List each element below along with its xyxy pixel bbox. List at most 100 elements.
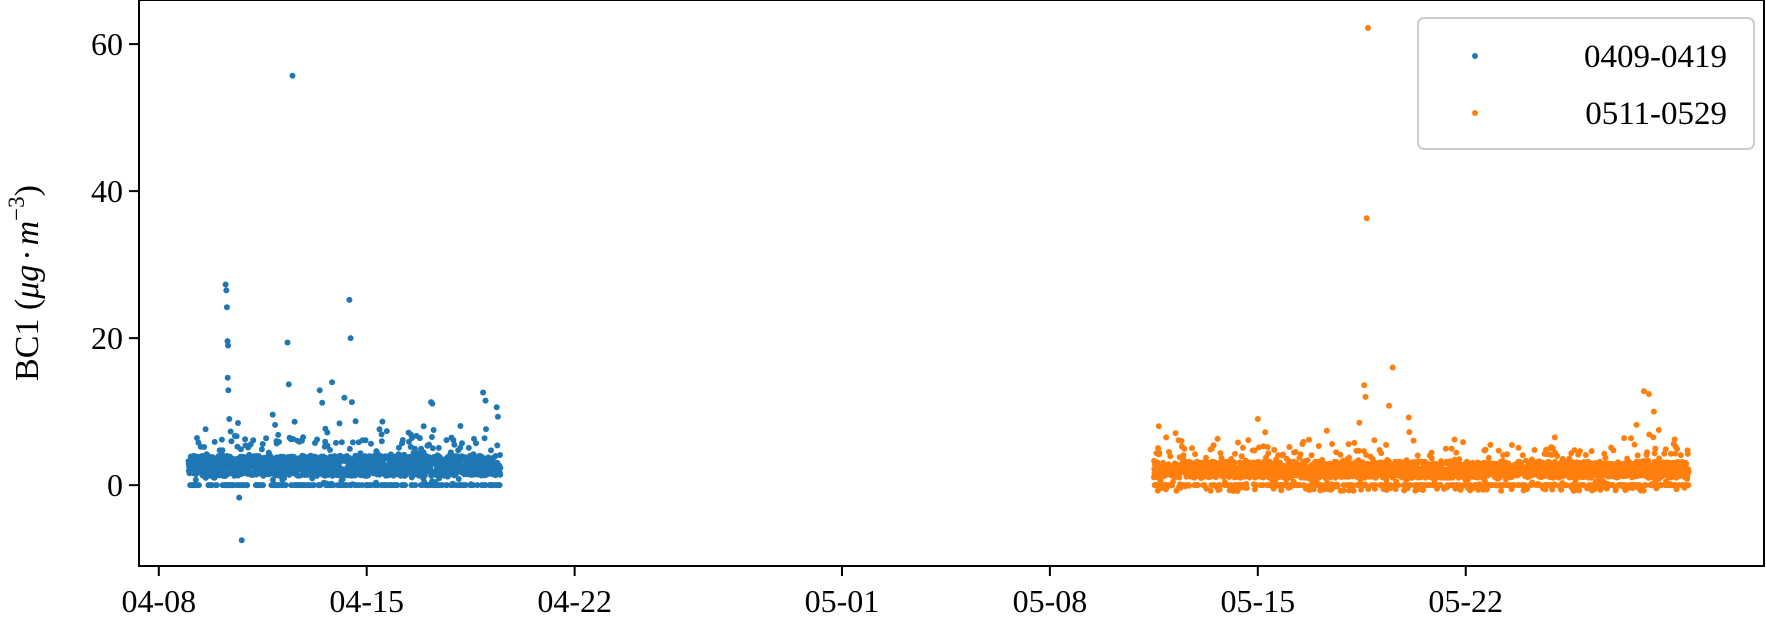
point xyxy=(235,420,241,426)
point xyxy=(421,472,428,479)
legend-box xyxy=(1417,17,1755,150)
point xyxy=(1684,450,1691,457)
point xyxy=(339,476,346,483)
point xyxy=(411,445,418,452)
point xyxy=(224,338,231,345)
point xyxy=(379,418,386,425)
y-axis-title-prefix: BC1 ( xyxy=(9,299,46,381)
point xyxy=(1329,441,1336,447)
point xyxy=(1365,486,1372,492)
legend-marker-0409-0419 xyxy=(1472,53,1478,59)
point xyxy=(1642,482,1649,489)
point xyxy=(1334,482,1341,489)
y-axis: 0 20 40 60 xyxy=(91,26,139,503)
point xyxy=(455,476,462,482)
point xyxy=(233,433,240,440)
point xyxy=(352,418,359,425)
point xyxy=(1280,451,1287,458)
point xyxy=(426,441,432,448)
point xyxy=(213,482,220,489)
point xyxy=(260,482,266,489)
point xyxy=(1407,482,1414,489)
point xyxy=(1297,451,1304,458)
point xyxy=(1628,435,1634,442)
point xyxy=(284,339,291,346)
point xyxy=(488,447,494,454)
point xyxy=(333,439,339,446)
point xyxy=(1531,447,1538,453)
point xyxy=(1170,478,1176,485)
x-tick-label-05-08: 05-08 xyxy=(1013,583,1088,619)
point xyxy=(1371,437,1378,444)
point xyxy=(1414,452,1421,459)
point xyxy=(1387,485,1394,491)
point xyxy=(1428,455,1435,462)
point xyxy=(285,381,292,388)
plot-area xyxy=(138,0,1765,567)
point xyxy=(1175,437,1182,444)
point xyxy=(1254,416,1261,422)
y-axis-title-dot: · xyxy=(9,249,46,260)
point xyxy=(420,423,427,430)
point xyxy=(1519,452,1526,459)
point xyxy=(291,453,297,460)
point xyxy=(1485,454,1492,461)
y-tick-label-20: 20 xyxy=(91,320,123,356)
point xyxy=(1194,482,1201,489)
point xyxy=(1350,487,1357,494)
point xyxy=(1448,445,1455,452)
point xyxy=(1554,453,1561,459)
point xyxy=(272,421,279,428)
point xyxy=(349,439,356,446)
point xyxy=(1234,488,1241,494)
point xyxy=(429,445,436,452)
point xyxy=(483,426,489,433)
point xyxy=(1383,441,1390,448)
x-tick-label-04-22: 04-22 xyxy=(537,583,612,619)
point xyxy=(493,404,500,411)
point xyxy=(300,434,307,441)
point xyxy=(1365,24,1371,31)
point xyxy=(457,423,464,429)
point xyxy=(435,444,442,451)
point xyxy=(1163,434,1170,441)
point xyxy=(289,72,296,79)
point xyxy=(347,335,354,342)
x-axis: 04-08 04-15 04-22 05-01 05-08 05-15 05-22 xyxy=(121,566,1503,619)
point xyxy=(192,476,199,483)
point xyxy=(1442,445,1449,452)
legend-label-0511-0529: 0511-0529 xyxy=(1585,96,1727,132)
point xyxy=(1672,450,1679,457)
point xyxy=(1156,449,1163,456)
point xyxy=(457,444,464,451)
point xyxy=(330,482,337,489)
y-axis-title-suffix: ) xyxy=(9,185,46,196)
point xyxy=(1610,447,1617,454)
point xyxy=(1634,452,1641,459)
point xyxy=(1551,434,1558,441)
series-0409-0419 xyxy=(185,72,504,544)
point xyxy=(348,399,355,406)
point xyxy=(1439,461,1445,468)
point xyxy=(311,482,317,489)
point xyxy=(1576,487,1583,494)
point xyxy=(1350,482,1357,489)
point xyxy=(1383,477,1390,483)
point xyxy=(1683,460,1690,467)
point xyxy=(201,444,208,450)
point xyxy=(1558,486,1565,493)
point xyxy=(1238,453,1245,460)
point xyxy=(242,436,249,443)
point xyxy=(238,537,245,544)
point xyxy=(319,399,326,406)
point xyxy=(1451,436,1458,443)
point xyxy=(416,435,423,442)
y-axis-title-unit-mu-g: μg xyxy=(9,265,46,300)
point xyxy=(244,482,251,489)
point xyxy=(269,411,276,418)
point xyxy=(1667,450,1674,457)
point xyxy=(1186,482,1193,489)
point xyxy=(443,482,450,489)
point xyxy=(1482,446,1489,453)
point xyxy=(1389,364,1396,371)
